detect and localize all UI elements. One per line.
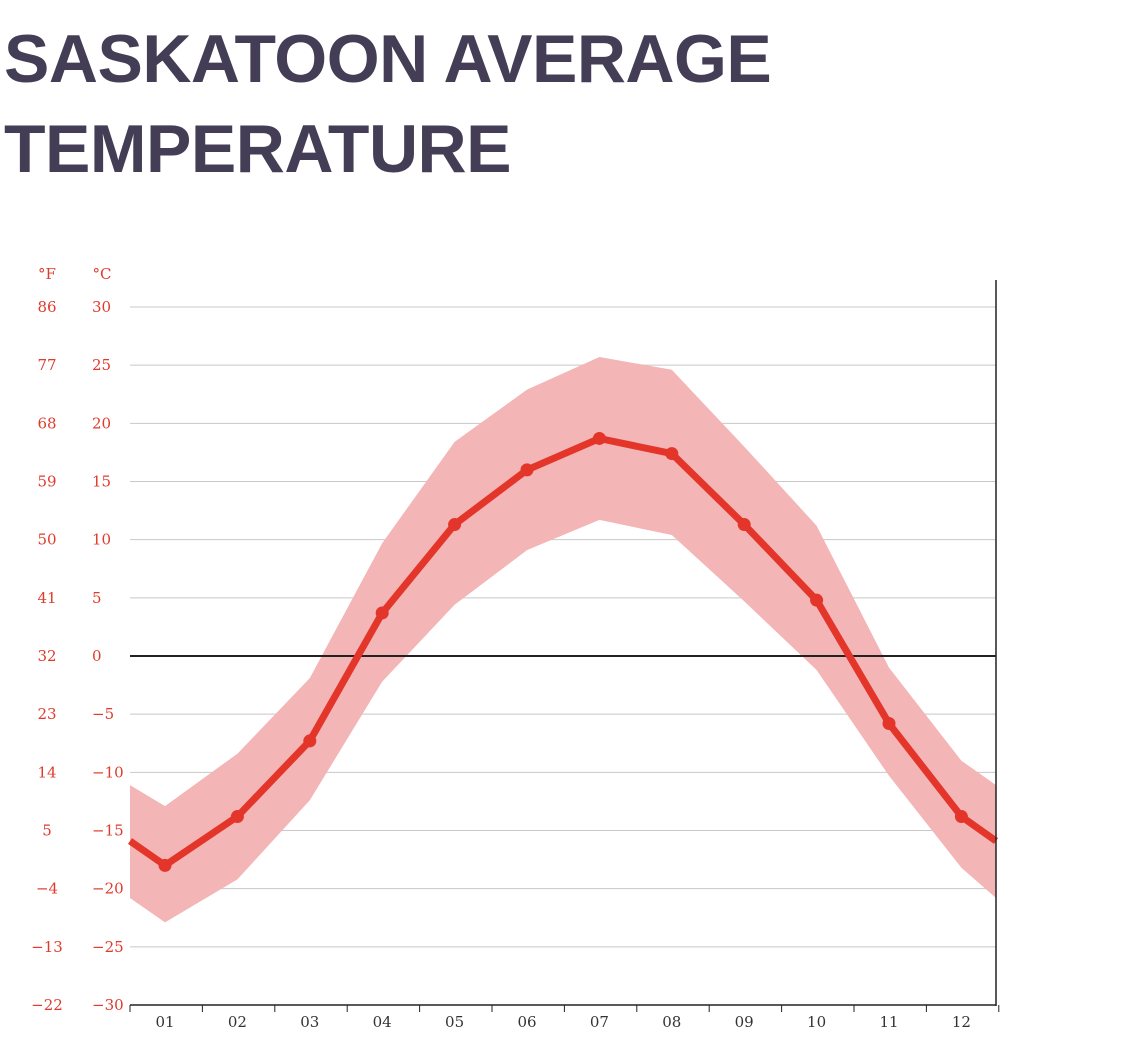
- y-tick-celsius: 20: [92, 414, 111, 432]
- x-tick-label: 08: [662, 1013, 681, 1031]
- data-point-08: [665, 447, 679, 461]
- x-tick-label: 11: [879, 1013, 898, 1031]
- page-title: SASKATOON AVERAGE TEMPERATURE: [4, 14, 772, 194]
- y-tick-celsius: −20: [92, 880, 124, 898]
- axes: [129, 280, 1000, 1012]
- mean-temperature-line: [127, 431, 999, 872]
- celsius-unit-label: °C: [93, 265, 112, 283]
- y-tick-fahrenheit: 59: [37, 473, 56, 491]
- y-tick-celsius: 10: [92, 531, 111, 549]
- x-tick-label: 12: [952, 1013, 971, 1031]
- data-point-07: [592, 431, 606, 445]
- y-tick-celsius: −30: [92, 996, 124, 1014]
- data-point-01: [158, 858, 172, 872]
- data-point-12: [954, 810, 968, 824]
- x-tick-label: 03: [300, 1013, 319, 1031]
- x-tick-label: 05: [445, 1013, 464, 1031]
- y-tick-fahrenheit: 5: [42, 822, 52, 840]
- y-tick-fahrenheit: 50: [37, 531, 56, 549]
- y-tick-celsius: −10: [92, 763, 124, 781]
- min-max-range-area: [130, 357, 996, 923]
- x-tick-label: 01: [155, 1013, 174, 1031]
- mean-temperature-path: [127, 435, 999, 869]
- y-tick-fahrenheit: 86: [37, 298, 56, 316]
- y-tick-celsius: 25: [92, 356, 111, 374]
- data-point-09: [737, 518, 751, 532]
- y-tick-fahrenheit: 41: [37, 589, 56, 607]
- data-point-03: [303, 734, 317, 748]
- fahrenheit-unit-label: °F: [38, 265, 56, 283]
- x-tick-label: 07: [590, 1013, 609, 1031]
- temperature-range-band: [130, 357, 996, 923]
- y-tick-fahrenheit: 32: [37, 647, 56, 665]
- page-title-line-2: TEMPERATURE: [4, 111, 512, 187]
- data-point-04: [375, 606, 389, 620]
- x-axis-labels: 01 02 03 04 05 06 07 08 09 10 11 12: [155, 1013, 970, 1031]
- data-point-05: [448, 518, 462, 532]
- y-tick-fahrenheit: −4: [36, 880, 58, 898]
- data-point-11: [882, 716, 896, 730]
- y-tick-celsius: 15: [92, 473, 111, 491]
- data-point-06: [520, 463, 534, 477]
- y-tick-fahrenheit: −13: [31, 938, 63, 956]
- y-tick-celsius: −25: [92, 938, 124, 956]
- y-tick-fahrenheit: 23: [37, 705, 56, 723]
- x-tick-label: 10: [807, 1013, 826, 1031]
- page-title-line-1: SASKATOON AVERAGE: [4, 21, 772, 97]
- y-tick-celsius: 0: [92, 647, 102, 665]
- y-tick-celsius: −5: [92, 705, 114, 723]
- y-tick-celsius: −15: [92, 822, 124, 840]
- y-tick-celsius: 30: [92, 298, 111, 316]
- y-tick-celsius: 5: [92, 589, 102, 607]
- x-tick-label: 09: [735, 1013, 754, 1031]
- y-tick-fahrenheit: 77: [37, 356, 56, 374]
- x-tick-label: 06: [517, 1013, 536, 1031]
- y-axis-labels: °F °C 86 30 77 25 68 20 59 15 50 10 41 5 32 0 23 −5 14 −1…: [31, 265, 123, 1014]
- data-point-02: [230, 810, 244, 824]
- y-tick-fahrenheit: 68: [37, 414, 56, 432]
- x-tick-label: 04: [373, 1013, 392, 1031]
- y-tick-fahrenheit: 14: [37, 763, 56, 781]
- x-tick-label: 02: [228, 1013, 247, 1031]
- y-tick-fahrenheit: −22: [31, 996, 63, 1014]
- data-point-10: [810, 593, 824, 607]
